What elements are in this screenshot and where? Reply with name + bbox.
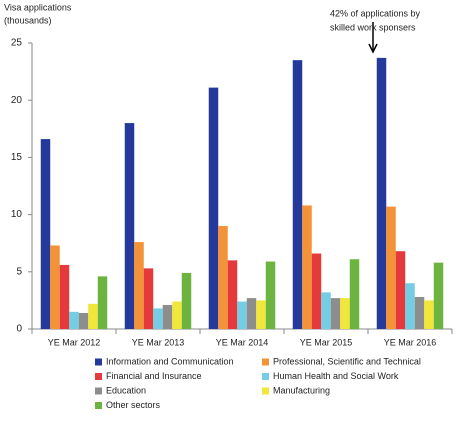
legend-label: Professional, Scientific and Technical [273,356,421,366]
bar [414,296,425,329]
legend-label: Human Health and Social Work [273,371,399,381]
y-tick-label: 5 [16,266,22,277]
x-tick-label: YE Mar 2012 [48,337,101,347]
y-tick-label: 20 [11,95,23,106]
bar [227,260,238,329]
bar [292,60,303,329]
bar [172,301,182,329]
y-axis-label: (thousands) [4,15,52,25]
bar [124,123,135,329]
bar [246,298,257,329]
bar [40,139,51,329]
legend-label: Financial and Insurance [106,371,202,381]
bar [78,312,89,329]
bar [256,300,266,329]
bar [321,292,331,329]
legend-swatch [95,358,102,366]
bar [50,245,60,329]
legend-label: Education [106,385,146,395]
y-tick-label: 10 [11,209,23,220]
y-tick-label: 25 [11,38,23,49]
bar [143,268,154,329]
bar [153,308,163,329]
bar [424,300,434,329]
x-tick-label: YE Mar 2014 [216,337,269,347]
bar [405,283,415,329]
legend-swatch [95,387,102,395]
bar [395,251,406,329]
bar [386,206,396,329]
bar [134,242,144,329]
y-tick-label: 15 [11,152,23,163]
bar [349,259,360,329]
legend-swatch [262,387,269,395]
bar [181,272,192,329]
x-tick-label: YE Mar 2016 [384,337,437,347]
bar [237,301,247,329]
bar [311,253,322,329]
bar [330,298,341,329]
legend-label: Information and Communication [106,356,234,366]
bar [59,264,70,329]
annotation: 42% of applications by [330,8,421,18]
x-tick-label: YE Mar 2013 [132,337,185,347]
y-axis-label: Visa applications [4,2,72,12]
legend-swatch [262,358,269,366]
x-tick-label: YE Mar 2015 [300,337,353,347]
bar [302,205,312,329]
legend-label: Other sectors [106,400,161,410]
bar [162,304,173,329]
bar [265,261,276,329]
legend-label: Manufacturing [273,385,330,395]
bar [97,276,108,329]
bar [433,262,444,329]
bar [340,298,350,329]
legend-swatch [95,373,102,380]
annotation-arrowhead [368,43,378,54]
y-tick-label: 0 [16,324,22,335]
bar [218,226,228,329]
legend-swatch [262,373,269,380]
bar [208,87,219,329]
bar [376,57,387,329]
bar [88,303,98,329]
bar [69,311,79,329]
legend-swatch [95,402,102,409]
